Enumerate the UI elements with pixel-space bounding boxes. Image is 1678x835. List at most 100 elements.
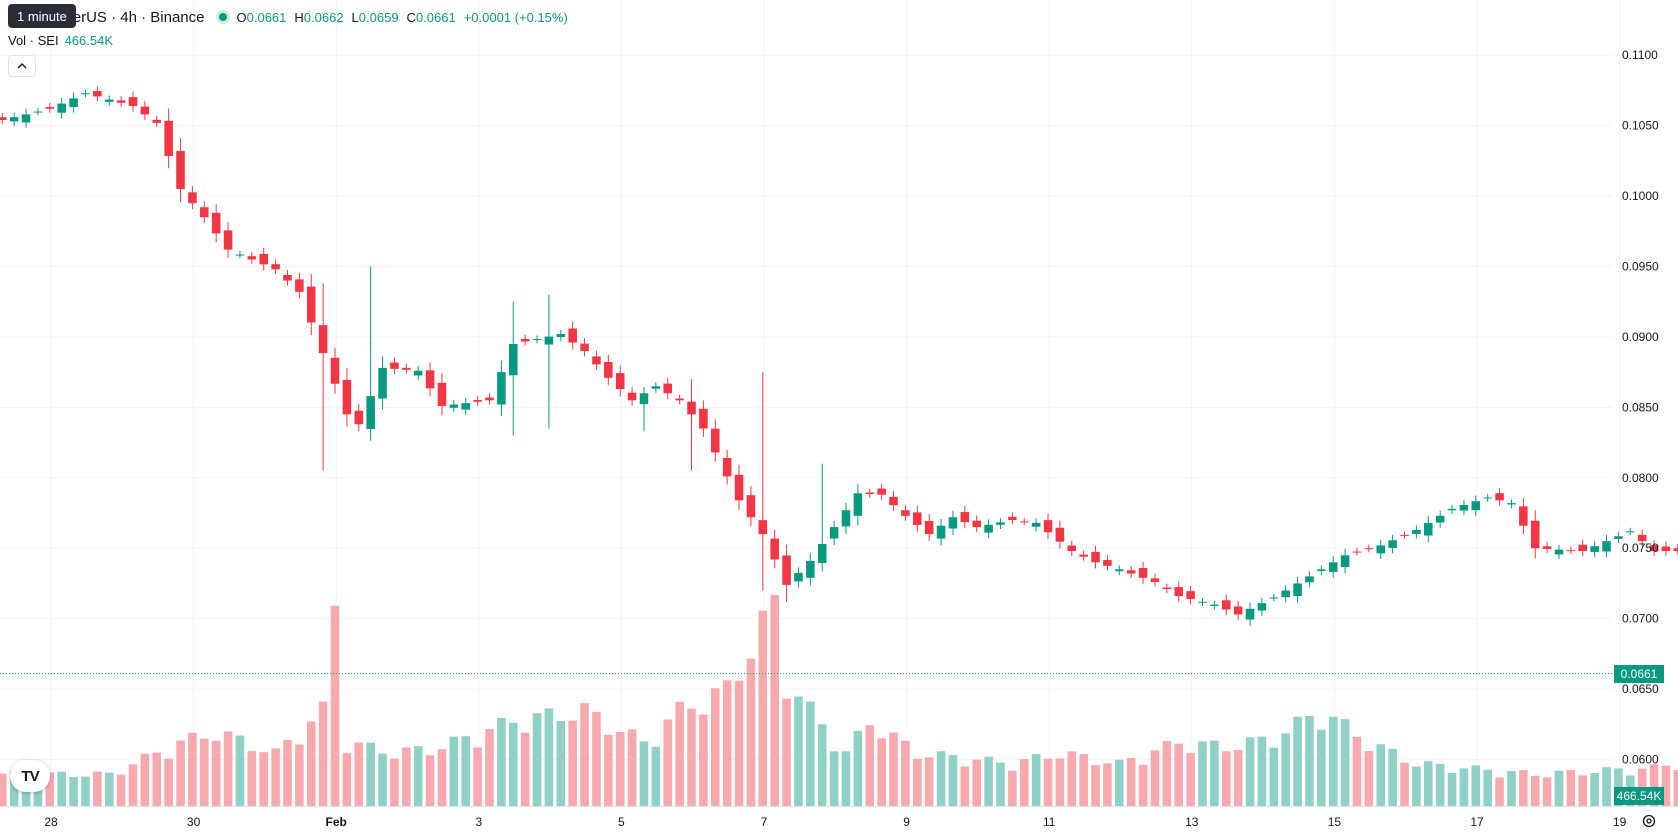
volume-bar (1483, 769, 1492, 806)
candle (93, 86, 102, 102)
price-change: +0.0001 (+0.15%) (463, 9, 568, 25)
candle (1031, 518, 1041, 532)
volume-bar (913, 758, 922, 806)
candle (699, 400, 708, 437)
volume-bar (140, 753, 150, 806)
volume-bar (806, 701, 815, 806)
volume-bar (413, 746, 423, 806)
y-tick-label: 0.0700 (1622, 612, 1659, 626)
volume-bar (865, 725, 875, 806)
candle (1530, 510, 1540, 559)
volume-bar (1673, 770, 1678, 806)
volume-bar (1352, 736, 1362, 806)
volume-bar (936, 751, 946, 806)
candle (1233, 600, 1243, 620)
candle (806, 553, 815, 586)
candle (663, 377, 673, 400)
candle (651, 382, 661, 393)
volume-bar (1554, 770, 1564, 806)
volume-bar (1126, 758, 1136, 806)
low-label: L (351, 9, 359, 25)
candle (639, 387, 649, 432)
volume-bar (1150, 750, 1160, 806)
volume-bar (948, 755, 958, 806)
candle (568, 321, 577, 350)
price-axis[interactable]: 0.1100 0.1050 0.1000 0.0950 0.0900 0.0850 0.08… (1622, 48, 1659, 766)
candle (580, 338, 589, 357)
volume-bar (1459, 768, 1469, 806)
candle (57, 97, 66, 119)
volume-bar (235, 735, 245, 806)
volume-legend: Vol · SEI 466.54K (8, 33, 113, 48)
volume-bar (877, 738, 886, 806)
x-tick-label: Feb (326, 815, 347, 829)
volume-bar (473, 747, 482, 806)
candle (687, 379, 696, 471)
volume-bar (734, 680, 744, 806)
candle (924, 514, 934, 541)
volume-bar (901, 740, 910, 806)
candle (722, 449, 732, 485)
candle (1281, 585, 1290, 603)
collapse-legend-button[interactable] (8, 55, 36, 77)
candle (449, 400, 459, 413)
candle (473, 396, 482, 406)
candle (1364, 544, 1374, 553)
candle (497, 360, 506, 417)
gear-icon[interactable] (1640, 812, 1658, 830)
candle (461, 398, 471, 415)
candle (913, 505, 922, 532)
volume-bar (1221, 751, 1231, 806)
volume-bar (1115, 759, 1124, 806)
candle (1388, 534, 1397, 554)
y-tick-label: 0.0800 (1622, 471, 1659, 485)
volume-bar (93, 771, 102, 806)
volume-bar (1578, 775, 1588, 806)
candle (366, 266, 375, 441)
volume-bar (1328, 716, 1338, 806)
candle (520, 334, 530, 346)
candle (318, 283, 328, 471)
volume-bar (1507, 770, 1516, 806)
candle (378, 356, 387, 410)
volume-bar (699, 714, 708, 806)
volume-bar (794, 696, 803, 806)
candle (1328, 556, 1338, 578)
volume-bar (200, 738, 209, 806)
volume-bar (283, 739, 292, 806)
tradingview-logo[interactable]: TV (10, 760, 50, 792)
volume-bar (722, 680, 732, 806)
candle (853, 484, 863, 525)
volume-bar (996, 762, 1005, 806)
x-tick-label: 3 (475, 815, 482, 829)
volume-bar (9, 771, 19, 806)
x-tick-label: 13 (1185, 815, 1199, 829)
volume-bar (1590, 772, 1599, 806)
candle (675, 394, 684, 405)
candle (1019, 517, 1029, 525)
volume-bar (1210, 740, 1219, 806)
candle (1602, 535, 1611, 558)
x-tick-label: 15 (1328, 815, 1342, 829)
volume-bar (211, 740, 221, 806)
volume-bar (687, 708, 696, 806)
candle (1198, 598, 1207, 606)
market-status-icon[interactable] (218, 13, 227, 21)
candle (770, 529, 779, 569)
volume-bar (853, 730, 863, 806)
volume-bar (1447, 772, 1457, 806)
volume-bar (306, 721, 316, 806)
candle (711, 419, 720, 462)
volume-bar (437, 749, 447, 806)
volume-bar (1103, 763, 1112, 806)
volume-bar (1043, 758, 1053, 806)
volume-bar (746, 658, 756, 806)
time-axis[interactable]: 2830Feb3579111315171921232527Mar357911 (0, 806, 1678, 830)
candle (1435, 510, 1445, 528)
volume-bar (841, 751, 851, 806)
volume-bar (829, 751, 839, 806)
volume-label[interactable]: Vol · SEI (8, 33, 59, 48)
y-tick-label: 0.1000 (1622, 189, 1659, 203)
y-tick-label: 0.0900 (1622, 330, 1659, 344)
